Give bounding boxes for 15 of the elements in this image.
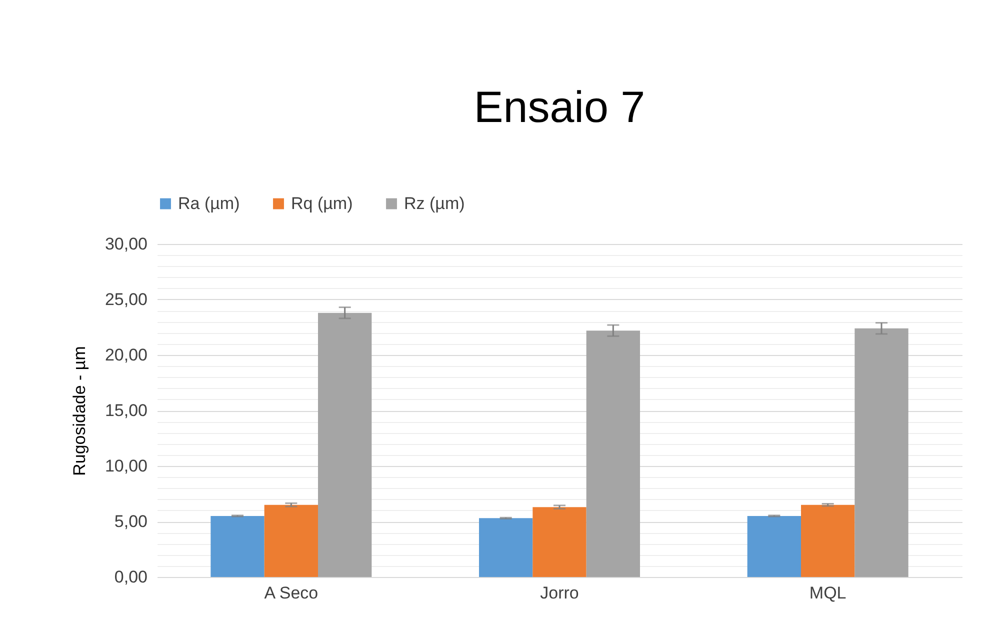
- y-tick-label: 25,00: [104, 290, 148, 309]
- x-tick-label: MQL: [809, 584, 846, 602]
- legend-label: Ra (µm): [178, 194, 240, 213]
- legend-label: Rq (µm): [291, 194, 353, 213]
- chart-title: Ensaio 7: [474, 83, 646, 132]
- y-tick-label: 10,00: [104, 456, 148, 476]
- x-tick-label: Jorro: [540, 584, 579, 602]
- y-tick-label: 30,00: [104, 234, 148, 254]
- y-tick-label: 15,00: [104, 401, 148, 420]
- y-axis-title: Rugosidade - µm: [70, 346, 89, 476]
- legend-label: Rz (µm): [404, 194, 465, 213]
- y-tick-label: 20,00: [104, 346, 148, 364]
- y-tick-label: 0,00: [114, 568, 148, 586]
- x-tick-label: A Seco: [264, 584, 318, 602]
- y-tick-label: 5,00: [114, 512, 148, 531]
